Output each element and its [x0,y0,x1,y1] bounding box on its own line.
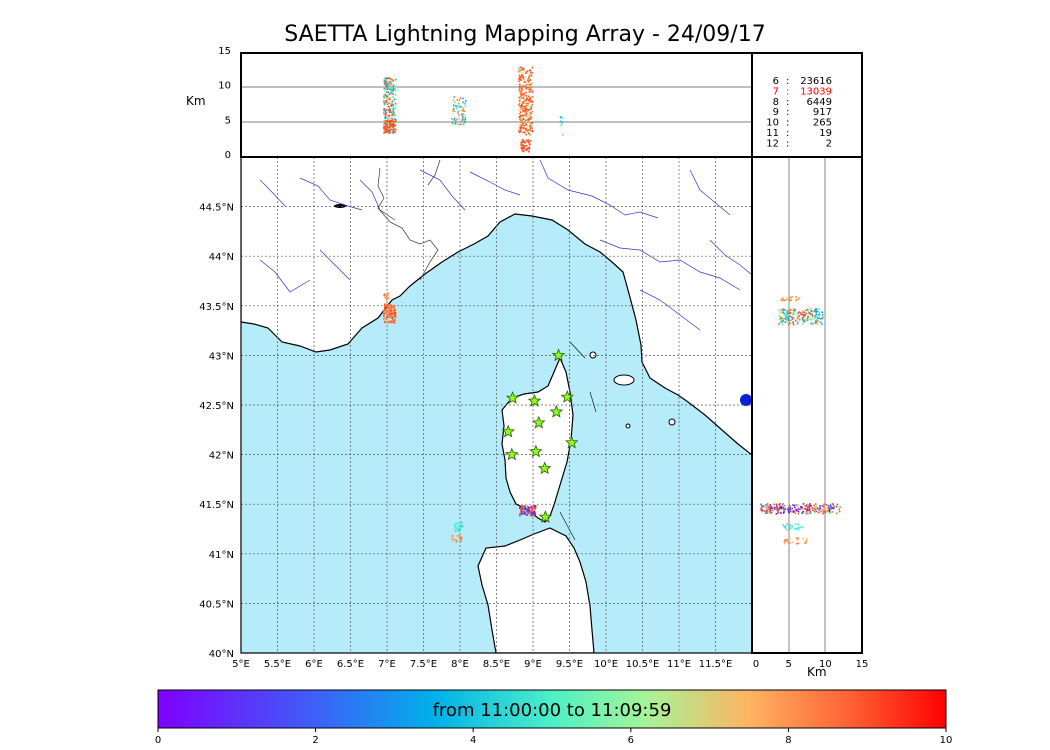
right-tick-label: 0 [753,659,759,670]
lat-tick-label: 40°N [209,649,234,660]
mainland-land [241,157,752,456]
lon-tick-label: 9°E [524,659,542,670]
lon-tick-label: 6°E [305,659,323,670]
lma-stations [501,348,579,523]
colorbar-tick-label: 0 [155,735,161,746]
stats-station-count: 11 [766,128,779,139]
lon-tick-label: 5.5°E [264,659,291,670]
colorbar-tick-label: 10 [940,735,953,746]
station-star [537,461,552,475]
altitude-tick-label: 0 [225,150,231,161]
station-star [560,389,575,403]
station-star [527,393,542,407]
stats-source-count: 13039 [800,86,832,97]
stats-source-count: 2 [826,138,832,149]
stats-station-count: 12 [766,138,779,149]
colorbar-ticks: 0 2 4 6 8 10 [155,728,953,746]
lon-tick-label: 11°E [667,659,691,670]
lon-tick-label: 7°E [378,659,396,670]
colorbar-tick-label: 2 [312,735,318,746]
sardinia-island [477,527,595,653]
station-star [549,404,564,418]
lat-tick-label: 40.5°N [199,599,234,610]
stats-station-count: 6 [773,76,779,87]
station-star [505,447,519,461]
stats-separator: : [786,107,789,118]
station-star [538,509,553,523]
stats-separator: : [786,118,789,129]
station-star [564,435,579,449]
lon-tick-label: 5°E [232,659,250,670]
stats-separator: : [786,128,789,139]
stats-station-count: 7 [773,86,779,97]
stats-station-count: 10 [766,118,779,129]
altitude-tick-label: 15 [218,46,231,57]
lat-tick-label: 44.5°N [199,203,234,214]
map-panel [241,157,752,653]
lon-tick-label: 9.5°E [556,659,583,670]
altitude-ticks: 0 5 10 15 [218,46,231,161]
lightning-sources-map [383,292,537,543]
stats-separator: : [786,97,789,108]
lon-tick-label: 7.5°E [410,659,437,670]
time-colorbar [157,689,947,729]
lat-tick-label: 43.5°N [199,302,234,313]
lat-tick-label: 42.5°N [199,401,234,412]
station-star [551,348,566,362]
lat-tick-label: 43°N [209,351,234,362]
station-star [505,391,520,404]
map-grid [241,157,752,653]
right-xlabel: Km [807,665,827,679]
colorbar-tick-label: 8 [785,735,791,746]
lat-tick-label: 44°N [209,252,234,263]
figure-title: SAETTA Lightning Mapping Array - 24/09/1… [284,22,766,47]
borders [377,159,441,281]
stats-separator: : [786,138,789,149]
lon-tick-label: 10°E [594,659,618,670]
stats-panel [751,52,863,158]
colorbar-tick-label: 4 [470,735,476,746]
stats-station-count: 9 [773,107,779,118]
altitude-lat-panel [752,157,862,653]
right-tick-label: 10 [819,659,832,670]
elba-island [613,374,635,386]
altitude-tick-label: 5 [225,115,231,126]
stats-source-count: 19 [819,128,832,139]
latitude-labels: 40°N 40.5°N 41°N 41.5°N 42°N 42.5°N 43°N 43.5°N… [199,203,234,660]
lon-tick-label: 6.5°E [337,659,364,670]
right-tick-label: 15 [856,659,869,670]
top-ylabel: Km [186,94,206,108]
right-altitude-ticks: 0 5 10 15 [753,659,869,670]
stats-separator: : [786,86,789,97]
stats-source-count: 23616 [800,76,832,87]
stats-station-count: 8 [773,97,779,108]
station-star [532,415,546,429]
colorbar-tick-label: 6 [628,735,634,746]
stats-source-count: 917 [813,107,832,118]
right-tick-label: 5 [785,659,791,670]
stats-source-count: 265 [813,118,832,129]
rivers [259,159,752,331]
capraia-island [589,351,597,359]
lake [334,204,346,208]
lon-tick-label: 8.5°E [483,659,510,670]
stats-source-count: 6449 [807,97,832,108]
stats-separator: : [786,76,789,87]
lat-tick-label: 41°N [209,550,234,561]
lat-tick-label: 42°N [209,451,234,462]
altitude-lon-panel [241,53,752,157]
station-star [529,444,543,458]
longitude-labels: 5°E 5.5°E 6°E 6.5°E 7°E 7.5°E 8°E 8.5°E 9°E 9.5°E… [232,659,732,670]
lat-tick-label: 41.5°N [199,500,234,511]
lake [740,394,752,406]
lon-tick-label: 11.5°E [699,659,733,670]
lon-tick-label: 8°E [451,659,469,670]
lon-tick-label: 10.5°E [626,659,660,670]
station-star [501,424,515,438]
altitude-tick-label: 10 [218,81,231,92]
